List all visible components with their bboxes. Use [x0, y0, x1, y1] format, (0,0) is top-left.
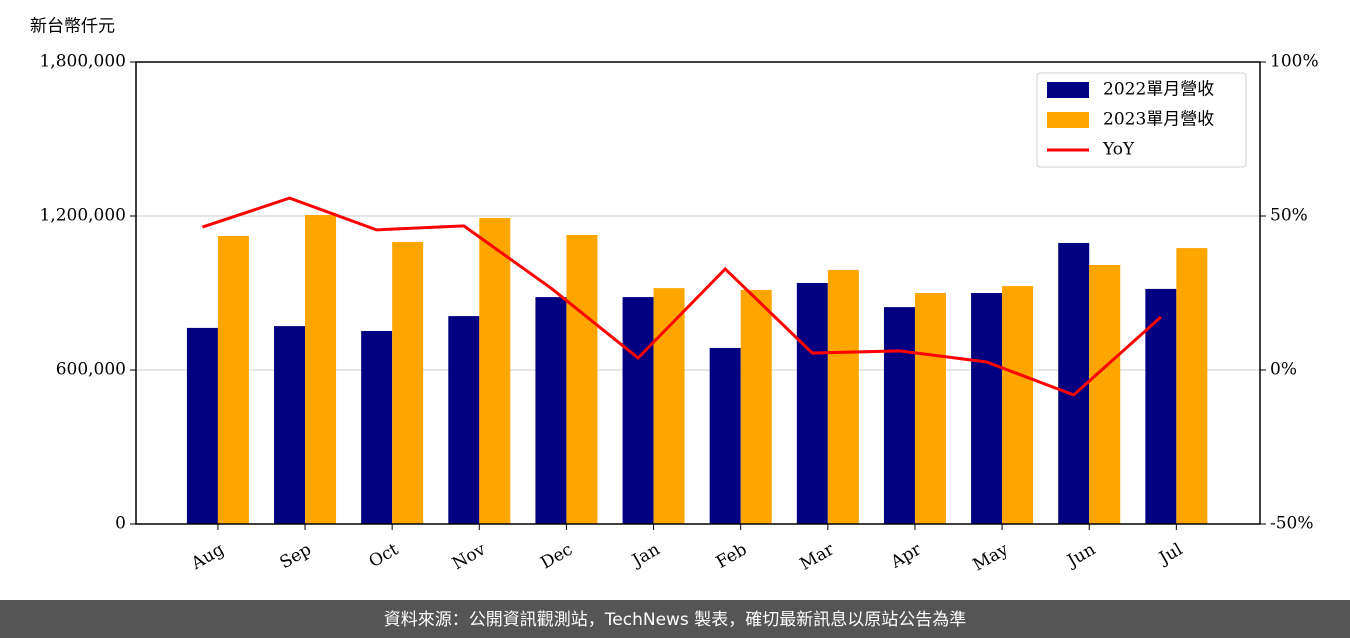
x-tick-label: Nov: [449, 539, 489, 574]
bar: [914, 293, 946, 524]
bar: [566, 234, 598, 524]
y2-tick-label: -50%: [1270, 514, 1314, 534]
x-tick-label: Feb: [713, 540, 751, 573]
bar: [1176, 248, 1208, 525]
bar: [883, 307, 915, 524]
legend-swatch: [1047, 82, 1089, 98]
bar: [479, 218, 511, 524]
bar: [653, 288, 685, 524]
x-tick-label: Jun: [1062, 540, 1099, 573]
bar: [796, 282, 828, 524]
bar: [1058, 242, 1090, 524]
bar: [1145, 288, 1177, 524]
y2-tick-label: 0%: [1270, 360, 1297, 380]
bar: [971, 293, 1003, 524]
bar: [827, 269, 859, 524]
y2-tick-label: 50%: [1270, 206, 1308, 226]
bar: [535, 297, 567, 524]
bar: [305, 214, 337, 524]
bar: [274, 326, 306, 524]
x-tick-label: Dec: [537, 540, 576, 574]
footer: 資料來源：公開資訊觀測站，TechNews 製表，確切最新訊息以原站公告為準: [384, 610, 966, 630]
legend-label: 2022單月營收: [1103, 80, 1214, 100]
bar: [709, 347, 741, 524]
x-tick-label: Jul: [1154, 540, 1186, 570]
footer-bar: [0, 600, 1350, 638]
y-tick-label: 600,000: [56, 360, 126, 380]
bar: [186, 327, 218, 524]
legend-label: 2023單月營收: [1103, 110, 1214, 130]
x-tick-label: Jan: [627, 540, 663, 572]
x-tick-label: Aug: [187, 540, 228, 575]
y-tick-label: 1,200,000: [39, 206, 126, 226]
bar: [740, 289, 772, 524]
y-tick-label: 1,800,000: [39, 52, 126, 72]
x-tick-label: Sep: [277, 540, 315, 574]
y-axis-label: 新台幣仟元: [30, 17, 115, 37]
bar: [1089, 265, 1121, 524]
plot-frame: [135, 61, 1261, 525]
bar: [217, 236, 249, 524]
bar: [622, 297, 654, 524]
legend-label: YoY: [1102, 140, 1135, 160]
bar: [448, 316, 480, 524]
line: [201, 196, 1162, 397]
bar: [361, 330, 393, 524]
bar: [1002, 286, 1034, 524]
x-tick-label: Apr: [887, 539, 926, 573]
x-tick-label: Oct: [366, 539, 402, 572]
x-tick-label: May: [970, 539, 1013, 575]
x-tick-label: Mar: [797, 539, 839, 575]
y2-tick-label: 100%: [1270, 52, 1319, 72]
legend-swatch: [1047, 112, 1089, 128]
legend-box: [1036, 72, 1247, 168]
bar: [392, 241, 424, 524]
y-tick-label: 0: [115, 514, 126, 534]
